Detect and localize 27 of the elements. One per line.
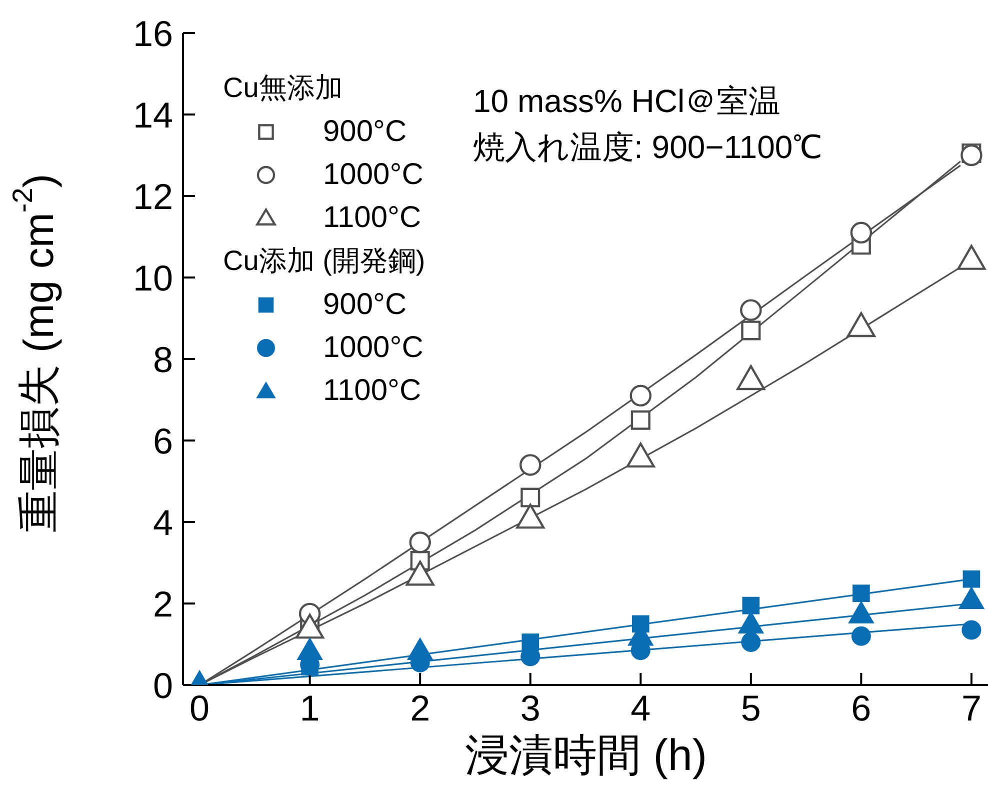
annotation: Cu無添加: [223, 71, 344, 105]
y-tick-label: 4: [152, 502, 173, 543]
annotation: 焼入れ温度: 900−1100℃: [473, 128, 823, 167]
x-tick-label: 0: [190, 688, 210, 729]
x-tick-label: 1: [300, 688, 320, 729]
legend-label: 1000°C: [323, 330, 424, 364]
x-tick-label: 3: [520, 688, 540, 729]
legend-label: 900°C: [323, 114, 407, 148]
y-tick-label: 2: [152, 583, 173, 624]
x-tick-label: 6: [851, 688, 872, 729]
y-tick-label: 8: [152, 338, 173, 380]
legend-label: 1000°C: [323, 158, 424, 192]
annotation: 10 mass% HCl＠室温: [473, 82, 781, 121]
y-tick-label: 6: [152, 420, 173, 462]
y-tick-label: 10: [132, 257, 173, 298]
x-axis-title: 浸漬時間 (h): [465, 731, 707, 780]
x-tick-label: 2: [410, 688, 430, 729]
legend-label: 1100°C: [323, 374, 422, 408]
legend-label: 900°C: [323, 288, 407, 322]
y-tick-label: 14: [132, 94, 173, 136]
x-tick-label: 5: [740, 688, 761, 729]
legend-label: 1100°C: [323, 200, 422, 234]
y-tick-label: 12: [132, 176, 173, 217]
annotation: Cu添加 (開発鋼): [223, 244, 426, 278]
y-tick-label: 16: [132, 12, 173, 54]
x-tick-label: 7: [961, 688, 982, 729]
x-tick-label: 4: [630, 688, 651, 729]
